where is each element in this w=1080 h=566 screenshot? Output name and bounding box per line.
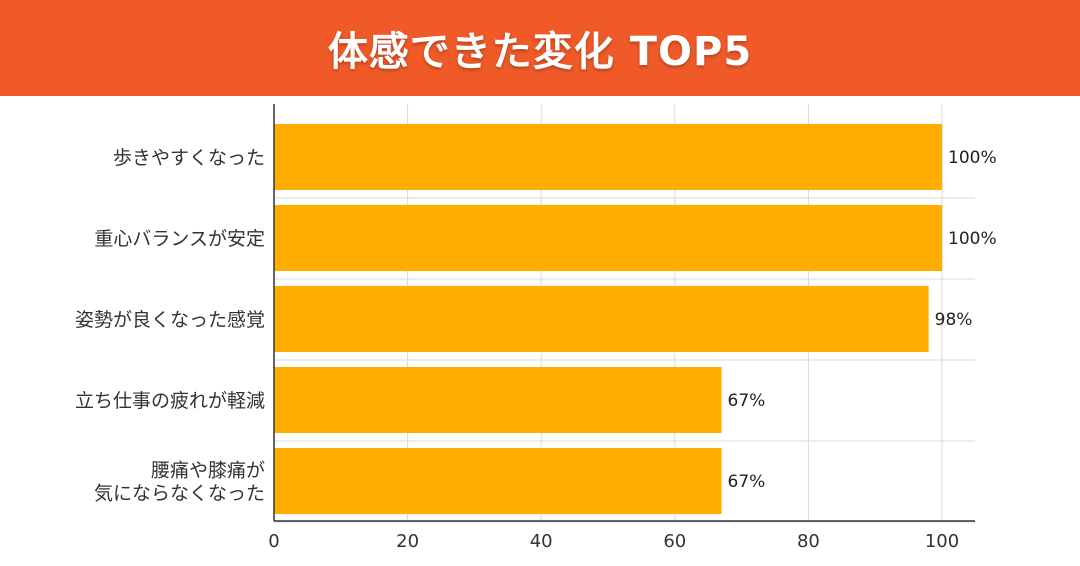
bar-4 — [274, 367, 722, 433]
value-label-5: 67% — [728, 472, 766, 492]
x-tick-label-0: 0 — [268, 531, 279, 552]
x-tick-label-20: 20 — [396, 531, 419, 552]
x-tick-label-60: 60 — [663, 531, 686, 552]
category-label-3: 姿勢が良くなった感覚 — [75, 309, 265, 331]
bar-3 — [274, 286, 929, 352]
value-label-2: 100% — [948, 229, 997, 249]
category-label-2: 重心バランスが安定 — [94, 228, 265, 250]
category-label-1: 歩きやすくなった — [113, 147, 265, 169]
chart-title: 体感できた変化 TOP5 — [327, 29, 753, 75]
value-label-4: 67% — [728, 391, 766, 411]
bars — [274, 124, 942, 514]
category-label-4: 立ち仕事の疲れが軽減 — [75, 390, 265, 412]
title-banner: 体感できた変化 TOP5 — [0, 0, 1080, 96]
bar-5 — [274, 448, 722, 514]
bar-2 — [274, 205, 942, 271]
x-tick-label-80: 80 — [797, 531, 820, 552]
x-tick-label-40: 40 — [530, 531, 553, 552]
x-tick-label-100: 100 — [925, 531, 959, 552]
value-label-1: 100% — [948, 148, 997, 168]
axes — [273, 104, 975, 522]
value-label-3: 98% — [935, 310, 973, 330]
bar-chart: 100% 歩きやすくなった 100% 重心バランスが安定 98% 姿勢が良くなった感覚 67… — [75, 104, 997, 552]
labels: 100% 歩きやすくなった 100% 重心バランスが安定 98% 姿勢が良くなった感覚 67… — [75, 147, 997, 552]
bar-1 — [274, 124, 942, 190]
category-label-5: 腰痛や膝痛が気にならなくなった — [94, 460, 265, 505]
